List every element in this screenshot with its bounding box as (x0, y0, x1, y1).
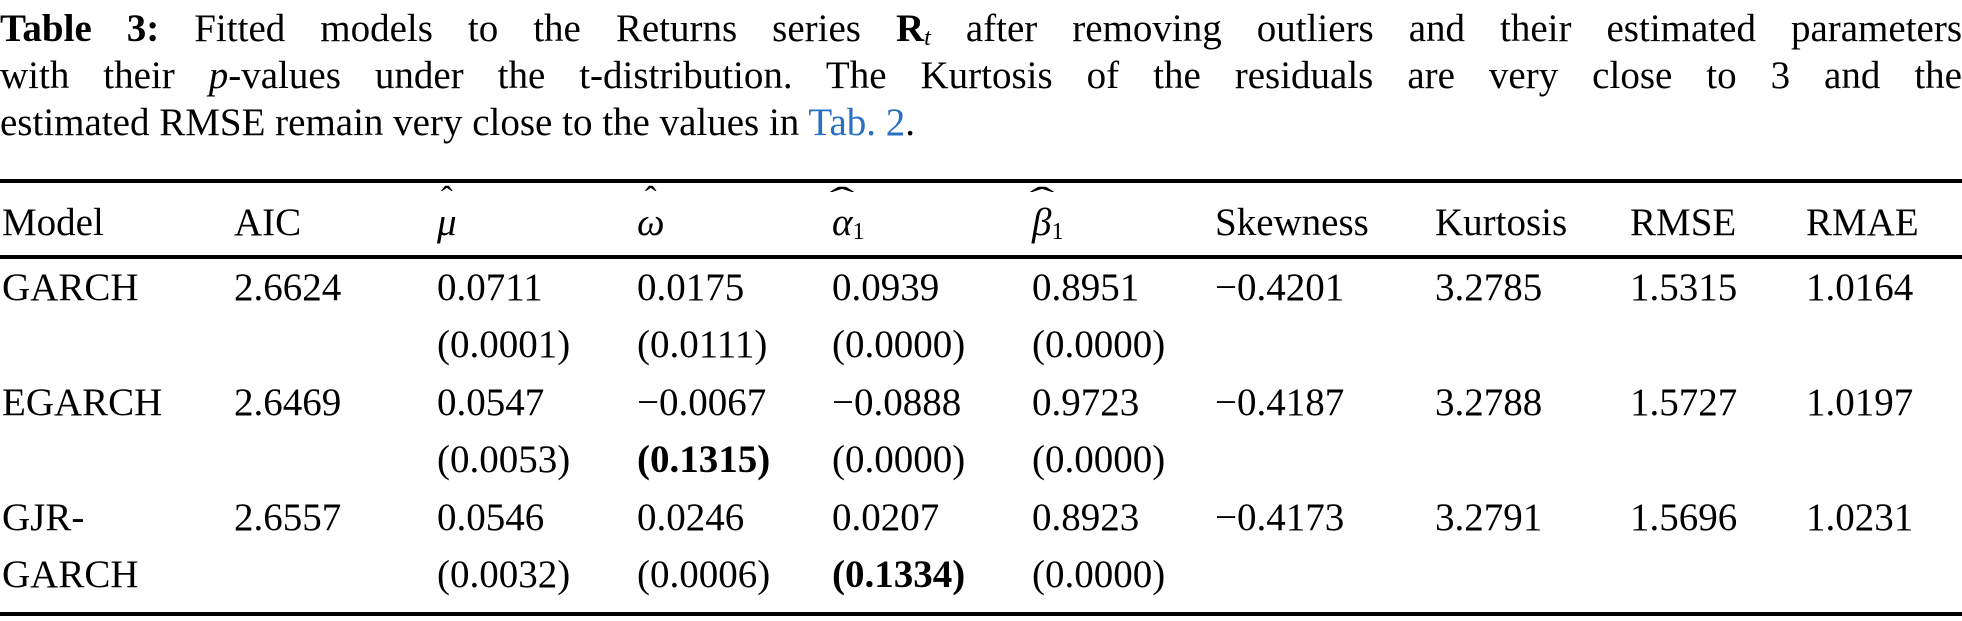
aic-cell: 2.6624 (234, 266, 342, 309)
table-header-rule (0, 255, 1962, 259)
col-header-aic: AIC (234, 201, 302, 244)
caption-text: -values under the t-distribution. The Ku… (228, 54, 1962, 97)
caption-line-2: with their p-values under the t-distribu… (0, 52, 1962, 99)
caption-text: with their (0, 54, 209, 97)
col-header-rmae: RMAE (1806, 201, 1919, 244)
wide-hat-accent: ˆ (829, 179, 855, 219)
caption-table-label: Table 3: (0, 7, 160, 50)
aic-cell: 2.6557 (234, 496, 342, 539)
aic-cell: 2.6469 (234, 381, 342, 424)
rmae-cell: 1.0164 (1806, 266, 1914, 309)
alpha1-cell: 0.0939 (0.0000) (832, 266, 966, 366)
wide-hat-accent: ˆ (1029, 179, 1054, 219)
table-bottom-rule (0, 612, 1962, 616)
kurtosis-cell: 3.2785 (1435, 266, 1543, 309)
skewness-cell: −0.4187 (1215, 381, 1345, 424)
table-caption: Table 3: Fitted models to the Returns se… (0, 0, 1962, 146)
table-top-rule (0, 179, 1962, 183)
rmae-cell: 1.0197 (1806, 381, 1914, 424)
caption-text: Fitted models to the Returns series (159, 7, 896, 50)
alpha1-cell: 0.0207 (0.1334) (832, 496, 966, 596)
returns-series-symbol: R (895, 7, 925, 50)
mu-cell: 0.0546 (0.0032) (437, 496, 571, 596)
beta1-cell: 0.9723 (0.0000) (1032, 381, 1166, 481)
caption-text: estimated RMSE remain very close to the … (0, 101, 809, 144)
caption-text: after removing outliers and their estima… (930, 7, 1962, 50)
caption-line-1: Table 3: Fitted models to the Returns se… (0, 5, 1962, 52)
tab-2-reference-link[interactable]: Tab. 2 (808, 101, 906, 144)
model-name-cell: GJR- GARCH (2, 496, 139, 596)
omega-cell: −0.0067 (0.1315) (637, 381, 771, 481)
model-name-cell: EGARCH (2, 381, 163, 424)
table-row-gjr-garch: GJR- GARCH 2.6557 0.0546 (0.0032) 0.0246 (0… (0, 489, 1962, 604)
caption-line-3: estimated RMSE remain very close to the … (0, 99, 1962, 146)
col-header-model: Model (2, 201, 104, 244)
omega-cell: 0.0175 (0.0111) (637, 266, 768, 366)
table-row-egarch: EGARCH 2.6469 0.0547 (0.0053) −0.0067 (0.1… (0, 374, 1962, 489)
rmse-cell: 1.5696 (1630, 496, 1738, 539)
beta1-cell: 0.8923 (0.0000) (1032, 496, 1166, 596)
col-header-alpha1-hat: ˆ α1 (829, 179, 865, 246)
mu-cell: 0.0547 (0.0053) (437, 381, 571, 481)
rmse-cell: 1.5315 (1630, 266, 1738, 309)
model-name-cell: GARCH (2, 266, 139, 309)
table-row-garch: GARCH 2.6624 0.0711 (0.0001) 0.0175 (0.011… (0, 259, 1962, 374)
kurtosis-cell: 3.2791 (1435, 496, 1543, 539)
skewness-cell: −0.4173 (1215, 496, 1345, 539)
returns-series-subscript: t (924, 24, 931, 52)
p-value-symbol: p (208, 54, 229, 97)
hat-accent: ˆ (440, 178, 453, 218)
rmse-cell: 1.5727 (1630, 381, 1738, 424)
alpha1-cell: −0.0888 (0.0000) (832, 381, 966, 481)
col-header-kurtosis: Kurtosis (1435, 201, 1568, 244)
rmae-cell: 1.0231 (1806, 496, 1914, 539)
hat-accent: ˆ (644, 178, 657, 218)
mu-cell: 0.0711 (0.0001) (437, 266, 571, 366)
skewness-cell: −0.4201 (1215, 266, 1345, 309)
col-header-skewness: Skewness (1215, 201, 1369, 244)
omega-cell: 0.0246 (0.0006) (637, 496, 771, 596)
beta1-cell: 0.8951 (0.0000) (1032, 266, 1166, 366)
col-header-rmse: RMSE (1630, 201, 1737, 244)
col-header-beta1-hat: ˆ β1 (1029, 179, 1064, 246)
caption-text: . (905, 101, 916, 144)
kurtosis-cell: 3.2788 (1435, 381, 1543, 424)
